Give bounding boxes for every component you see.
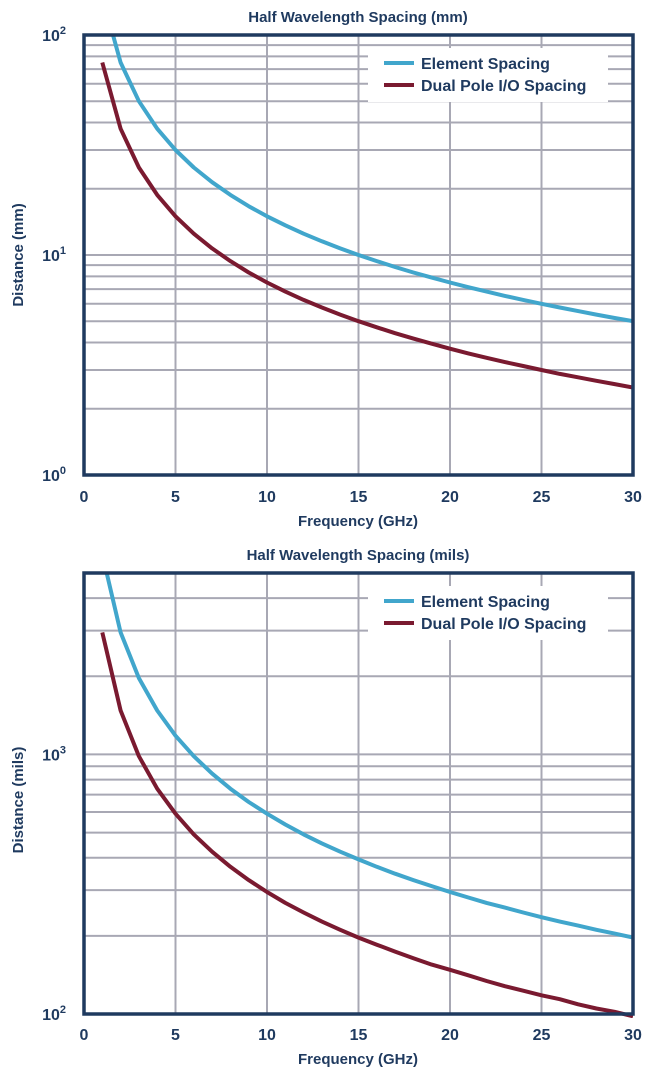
- series-line-dual-pole-i-o-spacing: [100, 61, 633, 390]
- y-tick-label: 102: [42, 25, 66, 45]
- series-layer: [100, 35, 633, 390]
- chart-mm: Half Wavelength Spacing (mm) Element Spa…: [10, 9, 642, 530]
- x-tick-label: 25: [533, 489, 551, 506]
- chart-title: Half Wavelength Spacing (mils): [247, 547, 470, 564]
- x-tick-label: 10: [258, 1027, 276, 1044]
- legend: Element Spacing Dual Pole I/O Spacing: [368, 586, 608, 640]
- series-line-element-spacing: [104, 573, 633, 940]
- x-tick-label: 30: [624, 489, 642, 506]
- legend: Element Spacing Dual Pole I/O Spacing: [368, 48, 608, 102]
- x-tick-label: 25: [533, 1027, 551, 1044]
- x-axis-label: Frequency (GHz): [298, 513, 418, 530]
- legend-background: [368, 48, 608, 102]
- series-line-element-spacing: [110, 35, 633, 324]
- y-tick-label: 102: [42, 1004, 66, 1024]
- legend-label-element-spacing: Element Spacing: [421, 594, 550, 611]
- x-tick-label: 0: [80, 489, 89, 506]
- series-line-dual-pole-i-o-spacing: [100, 631, 633, 1018]
- x-tick-label: 5: [171, 489, 180, 506]
- x-tick-labels: 0 5 10 15 20 25 30: [80, 489, 642, 506]
- plot-frame: [82, 571, 635, 1016]
- legend-label-dual-pole: Dual Pole I/O Spacing: [421, 78, 586, 95]
- x-tick-label: 30: [624, 1027, 642, 1044]
- x-tick-label: 20: [441, 1027, 459, 1044]
- x-tick-label: 20: [441, 489, 459, 506]
- legend-label-element-spacing: Element Spacing: [421, 56, 550, 73]
- y-tick-labels: 100 101 102: [42, 25, 66, 485]
- y-axis-label: Distance (mm): [10, 203, 27, 306]
- y-tick-labels: 102 103: [42, 744, 66, 1024]
- x-axis-label: Frequency (GHz): [298, 1051, 418, 1068]
- y-tick-label: 101: [42, 245, 66, 265]
- x-tick-labels: 0 5 10 15 20 25 30: [80, 1027, 642, 1044]
- x-tick-label: 0: [80, 1027, 89, 1044]
- plot-frame: [82, 33, 635, 477]
- chart-title: Half Wavelength Spacing (mm): [248, 9, 467, 26]
- x-tick-label: 15: [350, 1027, 368, 1044]
- y-tick-label: 103: [42, 744, 66, 764]
- series-layer: [100, 573, 633, 1018]
- y-tick-label: 100: [42, 465, 66, 485]
- legend-label-dual-pole: Dual Pole I/O Spacing: [421, 616, 586, 633]
- x-tick-label: 10: [258, 489, 276, 506]
- legend-background: [368, 586, 608, 640]
- x-tick-label: 5: [171, 1027, 180, 1044]
- chart-mils: Half Wavelength Spacing (mils) Element S…: [10, 547, 642, 1068]
- y-axis-label: Distance (mils): [10, 747, 27, 854]
- x-tick-label: 15: [350, 489, 368, 506]
